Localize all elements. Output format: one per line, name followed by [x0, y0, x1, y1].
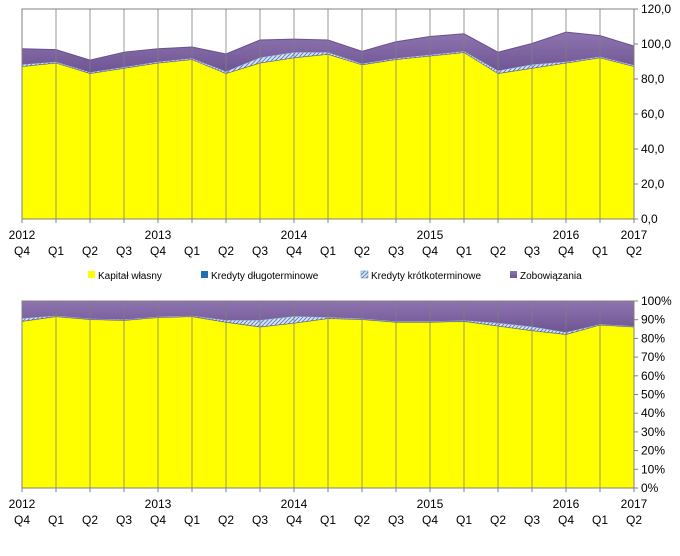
bottom-x-year-label: 2015 — [417, 497, 444, 511]
bottom-x-quarter-label: Q3 — [524, 513, 540, 527]
top-y-tick-label: 120,0 — [641, 2, 671, 16]
top-y-tick-label: 0,0 — [641, 212, 658, 226]
bottom-y-tick-label: 80% — [641, 331, 665, 345]
top-x-quarter-label: Q2 — [218, 244, 234, 258]
top-x-year-label: 2016 — [553, 228, 580, 242]
bottom-x-quarter-label: Q2 — [218, 513, 234, 527]
bottom-x-quarter-label: Q3 — [388, 513, 404, 527]
bottom-x-quarter-label: Q1 — [592, 513, 608, 527]
chart-top-absolute: 0,0 20,0 40,0 60,0 80,0 100,0 120,0 2012 2013 201… — [9, 2, 672, 282]
top-x-year-label: 2014 — [281, 228, 308, 242]
bottom-x-quarter-label: Q4 — [422, 513, 438, 527]
top-x-year-label: 2017 — [621, 228, 648, 242]
bottom-y-tick-label: 60% — [641, 369, 665, 383]
bottom-x-quarter-label: Q1 — [456, 513, 472, 527]
top-x-year-label: 2012 — [9, 228, 36, 242]
top-x-quarter-label: Q1 — [456, 244, 472, 258]
legend-label: Kredyty krótkoterminowe — [371, 271, 481, 282]
bottom-x-quarter-label: Q1 — [48, 513, 64, 527]
bottom-x-quarter-label: Q4 — [286, 513, 302, 527]
top-area-kredyty-krótkoterminowe — [22, 51, 634, 74]
bottom-x-year-label: 2013 — [145, 497, 172, 511]
top-x-quarter-label: Q2 — [354, 244, 370, 258]
legend-swatch — [88, 271, 95, 278]
top-x-quarter-label: Q4 — [150, 244, 166, 258]
bottom-y-tick-label: 20% — [641, 444, 665, 458]
top-x-quarter-label: Q4 — [286, 244, 302, 258]
top-area-kredyty-długoterminowe — [22, 52, 634, 74]
bottom-x-quarter-label: Q2 — [354, 513, 370, 527]
bottom-x-year-label: 2012 — [9, 497, 36, 511]
top-x-quarter-label: Q1 — [184, 244, 200, 258]
top-x-quarter-label: Q1 — [320, 244, 336, 258]
bottom-x-quarter-label: Q1 — [320, 513, 336, 527]
bottom-x-quarter-label: Q3 — [252, 513, 268, 527]
bottom-x-quarter-label: Q4 — [558, 513, 574, 527]
top-x-quarter-label: Q3 — [388, 244, 404, 258]
top-x-quarter-label: Q1 — [592, 244, 608, 258]
bottom-x-quarter-label: Q2 — [490, 513, 506, 527]
bottom-x-quarter-label: Q1 — [184, 513, 200, 527]
top-x-quarter-label: Q2 — [490, 244, 506, 258]
top-x-quarter-label: Q2 — [82, 244, 98, 258]
bottom-x-year-label: 2016 — [553, 497, 580, 511]
bottom-y-tick-label: 100% — [641, 294, 672, 308]
top-x-quarter-label: Q3 — [252, 244, 268, 258]
bottom-x-quarter-label: Q2 — [626, 513, 642, 527]
bottom-x-quarter-label: Q4 — [150, 513, 166, 527]
bottom-y-tick-label: 50% — [641, 388, 665, 402]
chart-bottom-percent: 0% 10% 20% 30% 40% 50% 60% 70% 80% 90% 100% 2012 201… — [9, 294, 672, 527]
top-y-tick-label: 60,0 — [641, 107, 665, 121]
top-x-quarter-label: Q3 — [524, 244, 540, 258]
bottom-y-tick-label: 10% — [641, 462, 665, 476]
bottom-y-tick-label: 0% — [641, 481, 659, 495]
bottom-y-tick-label: 90% — [641, 313, 665, 327]
top-x-quarter-label: Q3 — [116, 244, 132, 258]
bottom-x-quarter-label: Q4 — [14, 513, 30, 527]
bottom-y-tick-label: 40% — [641, 406, 665, 420]
top-x-quarter-label: Q4 — [422, 244, 438, 258]
bottom-x-quarter-label: Q3 — [116, 513, 132, 527]
legend-swatch — [510, 271, 517, 278]
legend-label: Zobowiązania — [520, 271, 582, 282]
top-y-tick-label: 20,0 — [641, 177, 665, 191]
top-y-tick-label: 80,0 — [641, 72, 665, 86]
top-x-year-label: 2013 — [145, 228, 172, 242]
top-x-quarter-label: Q4 — [14, 244, 30, 258]
legend-label: Kredyty długoterminowe — [211, 271, 319, 282]
top-y-tick-label: 40,0 — [641, 142, 665, 156]
top-x-quarter-label: Q1 — [48, 244, 64, 258]
bottom-y-tick-label: 30% — [641, 425, 665, 439]
legend-label: Kapitał własny — [98, 271, 162, 282]
bottom-x-year-label: 2017 — [621, 497, 648, 511]
bottom-x-year-label: 2014 — [281, 497, 308, 511]
bottom-area-kredyty-krótkoterminowe — [22, 315, 634, 335]
top-x-quarter-label: Q2 — [626, 244, 642, 258]
top-y-tick-label: 100,0 — [641, 37, 671, 51]
legend-swatch — [201, 271, 208, 278]
top-x-quarter-label: Q4 — [558, 244, 574, 258]
top-x-year-label: 2015 — [417, 228, 444, 242]
bottom-y-tick-label: 70% — [641, 350, 665, 364]
legend-swatch — [360, 270, 369, 279]
bottom-x-quarter-label: Q2 — [82, 513, 98, 527]
